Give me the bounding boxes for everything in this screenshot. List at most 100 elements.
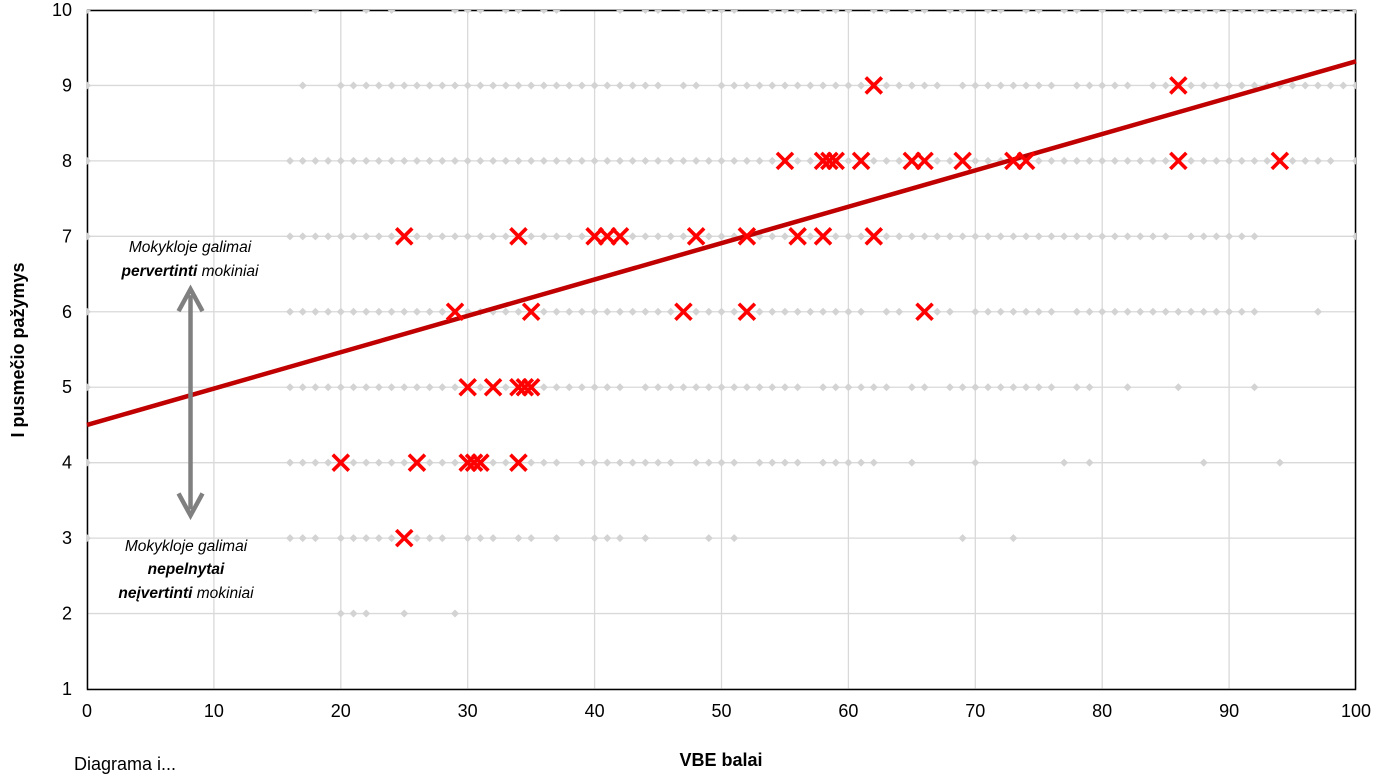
- background-point: [298, 232, 307, 241]
- background-point: [704, 383, 713, 392]
- background-point: [577, 81, 586, 90]
- highlighted-point: [686, 227, 706, 246]
- background-point: [86, 307, 91, 316]
- background-point: [1288, 81, 1297, 90]
- background-point: [1060, 232, 1069, 241]
- annotation-underrated-line3: neįvertinti mokiniai: [118, 585, 254, 602]
- background-point: [86, 81, 91, 90]
- background-point: [603, 534, 612, 543]
- background-point: [768, 156, 777, 165]
- background-point: [971, 383, 980, 392]
- background-point: [349, 458, 358, 467]
- background-point: [1352, 232, 1356, 241]
- background-point: [1225, 307, 1234, 316]
- highlighted-point: [331, 453, 351, 472]
- background-point: [666, 307, 675, 316]
- background-point: [539, 383, 548, 392]
- background-point: [374, 307, 383, 316]
- background-point: [451, 458, 460, 467]
- background-point: [412, 307, 421, 316]
- background-point: [336, 383, 345, 392]
- background-point: [539, 10, 548, 14]
- background-point: [717, 383, 726, 392]
- background-point: [793, 156, 802, 165]
- background-point: [1275, 10, 1284, 14]
- background-point: [286, 307, 295, 316]
- background-point: [463, 232, 472, 241]
- background-point: [1123, 156, 1132, 165]
- background-point: [1352, 156, 1356, 165]
- background-point: [819, 10, 828, 14]
- background-point: [298, 81, 307, 90]
- background-point: [565, 383, 574, 392]
- background-point: [1250, 383, 1259, 392]
- background-point: [1250, 81, 1259, 90]
- background-point: [438, 156, 447, 165]
- background-point: [1313, 307, 1322, 316]
- background-point: [374, 458, 383, 467]
- background-point: [1174, 383, 1183, 392]
- background-point: [286, 458, 295, 467]
- highlighted-point: [1169, 76, 1188, 95]
- background-point: [1225, 232, 1234, 241]
- x-tick-labels: 0 10 20 30 40 50 60 70 80 90 100: [82, 701, 1371, 721]
- background-point: [501, 458, 510, 467]
- annotation-underrated-rest: mokiniai: [192, 585, 254, 602]
- background-point: [1199, 307, 1208, 316]
- background-point: [857, 383, 866, 392]
- background-point: [1022, 81, 1031, 90]
- background-point: [374, 534, 383, 543]
- background-point: [463, 81, 472, 90]
- background-point: [362, 458, 371, 467]
- background-point: [996, 10, 1005, 14]
- background-point: [1085, 156, 1094, 165]
- background-point: [831, 81, 840, 90]
- background-point: [793, 10, 802, 14]
- highlighted-point: [813, 227, 833, 246]
- background-point: [501, 81, 510, 90]
- background-point: [641, 458, 650, 467]
- background-point: [1225, 10, 1234, 14]
- background-point: [1161, 156, 1170, 165]
- background-point: [730, 458, 739, 467]
- highlighted-point: [521, 377, 541, 397]
- background-point: [971, 232, 980, 241]
- background-point: [463, 156, 472, 165]
- highlighted-point: [953, 151, 972, 171]
- background-point: [742, 383, 751, 392]
- background-point: [1288, 10, 1297, 14]
- background-point: [412, 383, 421, 392]
- background-point: [1199, 458, 1208, 467]
- background-point: [945, 156, 954, 165]
- y-tick-label: 1: [62, 679, 72, 699]
- highlighted-point: [864, 227, 884, 246]
- annotation-overrated-line1: Mokykloje galimai: [129, 239, 252, 256]
- x-tick-label: 30: [458, 701, 478, 721]
- background-point: [1123, 232, 1132, 241]
- background-point: [324, 156, 333, 165]
- y-tick-label: 7: [62, 226, 72, 246]
- x-tick-label: 50: [711, 701, 731, 721]
- background-point: [514, 307, 523, 316]
- background-point: [768, 10, 777, 14]
- highlighted-point: [515, 377, 535, 397]
- background-point: [298, 307, 307, 316]
- background-point: [298, 534, 307, 543]
- background-point: [1136, 10, 1145, 14]
- background-point: [641, 307, 650, 316]
- y-tick-label: 3: [62, 528, 72, 548]
- background-point: [692, 383, 701, 392]
- background-point: [1009, 232, 1018, 241]
- background-point: [654, 156, 663, 165]
- background-point: [349, 534, 358, 543]
- background-point: [362, 156, 371, 165]
- background-point: [983, 81, 992, 90]
- background-point: [1098, 156, 1107, 165]
- background-point: [996, 81, 1005, 90]
- background-point: [489, 534, 498, 543]
- background-point: [641, 232, 650, 241]
- highlighted-point: [1016, 151, 1036, 171]
- background-point: [1085, 81, 1094, 90]
- background-point: [971, 156, 980, 165]
- background-point: [590, 383, 599, 392]
